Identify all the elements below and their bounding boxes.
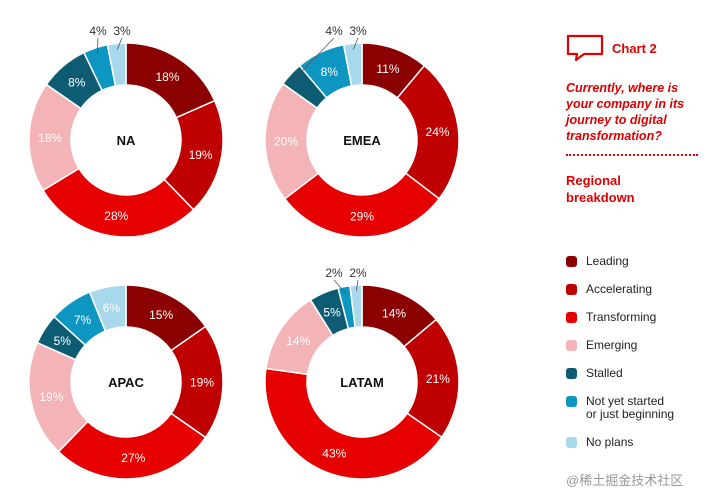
donut-slice [42,167,195,238]
legend-item: Accelerating [566,283,652,296]
slice-value-label: 27% [121,451,145,465]
chart-question: Currently, where is your company in its … [566,80,706,144]
breakdown-heading: Regional breakdown [566,172,706,206]
donut-slice [283,172,441,238]
donut-slice [349,284,363,329]
slice-value-label: 15% [149,308,173,322]
legend-label-line: Leading [586,254,629,268]
legend-item: Not yet started or just beginning [566,395,674,421]
legend-label-line: Not yet started [586,394,665,408]
slice-value-label: 5% [54,334,72,348]
question-line: transformation? [566,129,662,143]
donut-slice [88,284,127,332]
slice-value-label: 8% [68,76,86,90]
donut-emea: 11% 24% 29% 20% 8% 4% 3% EMEA [264,24,460,238]
legend-label-line: Transforming [586,310,657,324]
donut-slice [57,412,207,480]
legend-label: Transforming [586,311,656,324]
legend-label-line: Stalled [586,366,623,380]
slice-value-label: 14% [286,334,310,348]
watermark: @稀土掘金技术社区 [566,473,684,488]
slice-value-label: 7% [74,313,92,327]
region-label: NA [117,133,136,148]
donut-slice [396,64,460,200]
label-leader-line [96,37,99,54]
slice-value-label: 24% [426,125,450,139]
breakdown-line: breakdown [566,190,635,205]
legend-label: Not yet started or just beginning [586,395,674,421]
legend-label-line: or just beginning [586,407,675,421]
slice-value-label: 18% [38,131,62,145]
legend-item: Transforming [566,311,656,324]
chart-label: Chart 2 [612,40,657,56]
slice-value-label: 5% [323,306,341,320]
slice-value-label: 19% [189,148,213,162]
legend-swatch [566,312,577,323]
legend-swatch [566,437,577,448]
label-leader-line [355,279,359,292]
label-leader-line [352,37,359,50]
slice-value-label: 11% [376,62,399,76]
slice-value-label: 18% [155,70,179,84]
slice-value-label: 6% [103,301,121,315]
slice-value-label: 4% [325,24,343,38]
sidebar: Chart 2 Currently, where is your company… [566,34,706,206]
slice-value-label: 8% [321,65,339,79]
legend-label: Stalled [586,367,623,380]
label-leader-line [333,279,346,293]
question-line: your company in its [566,97,685,111]
legend-swatch [566,256,577,267]
legend-item: Emerging [566,339,637,352]
slice-value-label: 19% [190,376,214,390]
legend-label: Emerging [586,339,637,352]
legend-item: No plans [566,436,633,449]
slice-value-label: 3% [349,24,367,38]
slice-value-label: 4% [89,24,107,38]
legend-label-line: Accelerating [586,282,653,296]
donut-slice [106,42,127,87]
legend-swatch [566,340,577,351]
legend-label-line: No plans [586,435,634,449]
legend-item: Leading [566,255,629,268]
question-line: Currently, where is [566,81,679,95]
question-line: journey to digital [566,113,667,127]
slice-value-label: 2% [349,266,367,280]
donut-na: 18% 19% 28% 18% 8% 4% 3% NA [28,24,224,238]
slice-value-label: 19% [39,390,63,404]
legend-label: No plans [586,436,633,449]
legend-item: Stalled [566,367,623,380]
label-leader-line [294,37,335,79]
slice-value-label: 21% [426,372,450,386]
slice-value-label: 43% [322,446,346,460]
slice-value-label: 28% [104,209,128,223]
donut-apac: 15% 19% 27% 19% 5%7% 6% APAC [28,284,224,480]
speech-bubble-icon [566,34,604,62]
legend-label: Accelerating [586,283,652,296]
slice-value-label: 14% [382,307,406,321]
slice-value-label: 3% [113,24,131,38]
legend-swatch [566,368,577,379]
chart-header: Chart 2 [566,34,706,62]
legend-label: Leading [586,255,629,268]
legend-swatch [566,396,577,407]
donut-slice [342,42,363,87]
dotted-divider [566,154,698,156]
donut-latam: 14% 21% 43% 14% 5% 2% 2% LATAM [264,266,460,480]
slice-value-label: 20% [274,135,298,149]
region-label: EMEA [343,133,381,148]
breakdown-line: Regional [566,173,621,188]
slice-value-label: 2% [325,266,343,280]
label-leader-line [116,37,123,50]
region-label: APAC [108,375,144,390]
legend-label-line: Emerging [586,338,638,352]
legend-swatch [566,284,577,295]
donut-slice [264,367,443,480]
region-label: LATAM [340,375,384,390]
slice-value-label: 29% [350,210,374,224]
